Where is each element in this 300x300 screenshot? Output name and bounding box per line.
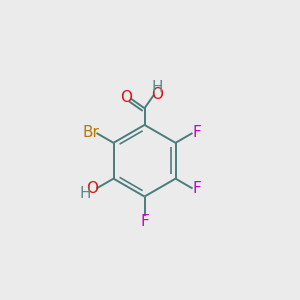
Text: O: O [120,90,132,105]
Text: F: F [193,182,202,196]
Text: H: H [152,80,163,95]
Text: O: O [152,87,164,102]
Text: F: F [193,125,202,140]
Text: Br: Br [83,125,100,140]
Text: F: F [140,214,149,229]
Text: H: H [80,186,91,201]
Text: O: O [86,181,98,196]
